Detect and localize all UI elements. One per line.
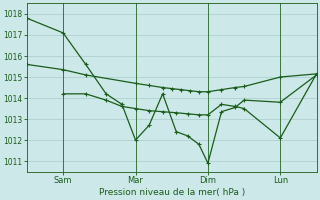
X-axis label: Pression niveau de la mer( hPa ): Pression niveau de la mer( hPa ) bbox=[99, 188, 245, 197]
